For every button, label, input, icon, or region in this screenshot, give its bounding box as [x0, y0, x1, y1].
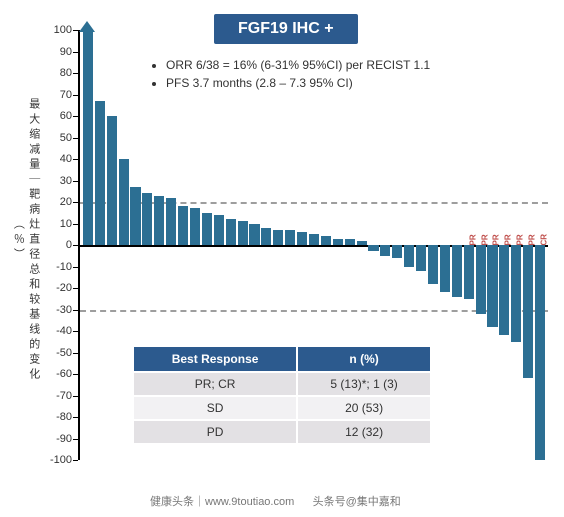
waterfall-bar: [178, 206, 188, 245]
y-axis-label: 最大缩减量｜靶病灶直径总和较基线的变化 （％）: [10, 98, 41, 383]
waterfall-bar: [380, 245, 390, 256]
waterfall-bar: [142, 193, 152, 245]
table-header-cell: n (%): [297, 346, 431, 372]
waterfall-bar: [249, 224, 259, 246]
waterfall-bar: [345, 239, 355, 245]
y-tick-label: -10: [42, 261, 72, 273]
waterfall-bar: [523, 245, 533, 378]
y-tick-label: -90: [42, 433, 72, 445]
y-tick-label: -60: [42, 368, 72, 380]
table-cell: PD: [133, 420, 297, 444]
y-tick-label: 30: [42, 175, 72, 187]
table-cell: 20 (53): [297, 396, 431, 420]
y-tick-label: -20: [42, 282, 72, 294]
y-tick-label: 80: [42, 67, 72, 79]
y-tick-label: 10: [42, 218, 72, 230]
table-cell: PR; CR: [133, 372, 297, 396]
waterfall-bar: [107, 116, 117, 245]
y-tick-label: -70: [42, 390, 72, 402]
waterfall-bar: [499, 245, 509, 335]
y-tick-label: 40: [42, 153, 72, 165]
waterfall-bar: [476, 245, 486, 314]
waterfall-bar: [392, 245, 402, 258]
bar-response-label: PR: [480, 234, 489, 245]
y-tick-label: 100: [42, 24, 72, 36]
waterfall-bar: [226, 219, 236, 245]
waterfall-bar: [464, 245, 474, 299]
table-header-cell: Best Response: [133, 346, 297, 372]
y-tick-label: 90: [42, 46, 72, 58]
y-tick-label: -30: [42, 304, 72, 316]
waterfall-bar: [95, 101, 105, 245]
y-tick-label: 60: [42, 110, 72, 122]
y-tick-label: 0: [42, 239, 72, 251]
bar-response-label: PR: [492, 234, 501, 245]
waterfall-bar: [487, 245, 497, 327]
y-axis-label-line2: （％）: [12, 218, 24, 263]
waterfall-bar: [404, 245, 414, 267]
waterfall-bar: [83, 30, 93, 245]
waterfall-bar: [202, 213, 212, 245]
bar-response-label: PR: [504, 234, 513, 245]
waterfall-bar: [321, 236, 331, 245]
waterfall-bar: [535, 245, 545, 460]
bar-response-label: PR: [516, 234, 525, 245]
offscale-arrow-icon: [79, 21, 95, 32]
table-cell: SD: [133, 396, 297, 420]
y-axis-label-line1: 最大缩减量｜靶病灶直径总和较基线的变化: [28, 98, 40, 383]
waterfall-bar: [368, 245, 378, 251]
footer-credit: 健康头条｜www.9toutiao.com 头条号@集中嘉和: [150, 493, 401, 509]
waterfall-bar: [333, 239, 343, 245]
waterfall-bar: [440, 245, 450, 292]
y-tick-label: -100: [42, 454, 72, 466]
best-response-table: Best Responsen (%)PR; CR5 (13)*; 1 (3)SD…: [132, 345, 432, 445]
waterfall-bar: [238, 221, 248, 245]
waterfall-bar: [154, 196, 164, 245]
waterfall-bar: [214, 215, 224, 245]
waterfall-bar: [511, 245, 521, 342]
bar-response-label: PR: [468, 234, 477, 245]
bar-response-label: PR: [528, 234, 537, 245]
waterfall-bar: [261, 228, 271, 245]
y-tick-label: -50: [42, 347, 72, 359]
y-tick-label: 70: [42, 89, 72, 101]
table-cell: 5 (13)*; 1 (3): [297, 372, 431, 396]
waterfall-bar: [357, 241, 367, 245]
footer-right: 头条号@集中嘉和: [313, 496, 401, 508]
waterfall-bar: [273, 230, 283, 245]
footer-left: 健康头条｜www.9toutiao.com: [150, 496, 294, 508]
waterfall-bar: [452, 245, 462, 297]
y-tick-label: -40: [42, 325, 72, 337]
waterfall-bar: [130, 187, 140, 245]
waterfall-bar: [166, 198, 176, 245]
y-tick-label: -80: [42, 411, 72, 423]
table-row: PD12 (32): [133, 420, 431, 444]
waterfall-bar: [309, 234, 319, 245]
y-tick-label: 50: [42, 132, 72, 144]
table-row: SD20 (53): [133, 396, 431, 420]
bar-response-label: CR: [540, 234, 549, 246]
table-row: PR; CR5 (13)*; 1 (3): [133, 372, 431, 396]
waterfall-bar: [297, 232, 307, 245]
waterfall-bar: [416, 245, 426, 271]
table-cell: 12 (32): [297, 420, 431, 444]
waterfall-bar: [190, 208, 200, 245]
waterfall-bar: [119, 159, 129, 245]
waterfall-bar: [428, 245, 438, 284]
waterfall-bar: [285, 230, 295, 245]
y-tick-label: 20: [42, 196, 72, 208]
